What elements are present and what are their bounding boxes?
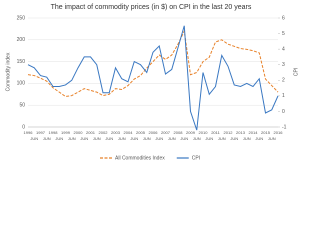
x-tick-label: 1999 xyxy=(61,130,71,135)
x-tick-label: 2006 xyxy=(149,130,159,135)
x-tick-label: JUN xyxy=(155,136,163,141)
x-tick-label: 2014 xyxy=(249,130,259,135)
x-tick-label: JUN xyxy=(218,136,226,141)
x-tick-label: 1996 xyxy=(24,130,34,135)
x-tick-label: 2007 xyxy=(161,130,171,135)
y-tick-label: 200 xyxy=(17,37,26,43)
x-tick-label: 2013 xyxy=(236,130,246,135)
x-tick-label: JUN xyxy=(268,136,276,141)
y2-axis-label: CPI xyxy=(293,68,299,76)
x-tick-label: 2012 xyxy=(224,130,234,135)
x-tick-label: JUN xyxy=(230,136,238,141)
x-tick-label: JUN xyxy=(255,136,263,141)
y2-tick-label: 1 xyxy=(282,93,285,99)
x-tick-label: JUN xyxy=(205,136,213,141)
x-tick-label: 2009 xyxy=(186,130,196,135)
x-tick-label: 2016 xyxy=(274,130,284,135)
x-tick-label: JUN xyxy=(30,136,38,141)
y-tick-label: 150 xyxy=(17,59,26,65)
x-tick-label: JUN xyxy=(143,136,151,141)
x-tick-label: 2011 xyxy=(211,130,220,135)
y-tick-label: 250 xyxy=(17,15,26,21)
y2-tick-label: 0 xyxy=(282,109,285,115)
y2-tick-label: 2 xyxy=(282,78,285,84)
y2-tick-label: 3 xyxy=(282,62,285,68)
legend-label: All Commodities Index xyxy=(115,155,165,161)
y2-tick-label: -1 xyxy=(282,124,287,130)
x-tick-label: 2010 xyxy=(199,130,209,135)
x-tick-label: JUN xyxy=(118,136,126,141)
chart: The impact of commodity prices (in $) on… xyxy=(5,4,299,161)
series-line xyxy=(27,29,279,98)
x-tick-label: JUN xyxy=(68,136,76,141)
x-tick-label: 2008 xyxy=(174,130,184,135)
y2-tick-label: 5 xyxy=(282,31,285,37)
x-tick-label: 2002 xyxy=(99,130,109,135)
chart-title: The impact of commodity prices (in $) on… xyxy=(51,4,252,11)
y2-tick-label: 4 xyxy=(282,46,285,52)
x-tick-label: 2004 xyxy=(124,130,134,135)
x-tick-label: 2003 xyxy=(111,130,121,135)
x-tick-label: JUN xyxy=(243,136,251,141)
x-tick-label: 1998 xyxy=(49,130,59,135)
x-tick-label: JUN xyxy=(193,136,201,141)
x-tick-label: JUN xyxy=(180,136,188,141)
y-tick-label: 100 xyxy=(17,81,26,87)
x-tick-label: JUN xyxy=(105,136,113,141)
x-tick-label: 2005 xyxy=(136,130,146,135)
y2-tick-label: 6 xyxy=(282,15,285,21)
x-tick-label: JUN xyxy=(80,136,88,141)
x-tick-label: 1997 xyxy=(36,130,46,135)
x-tick-label: JUN xyxy=(168,136,176,141)
series-line xyxy=(27,25,279,131)
x-tick-label: 2001 xyxy=(86,130,96,135)
y-tick-label: 0 xyxy=(22,124,25,130)
x-tick-label: JUN xyxy=(55,136,63,141)
y-tick-label: 50 xyxy=(19,103,25,109)
x-tick-label: 2000 xyxy=(74,130,84,135)
x-tick-label: JUN xyxy=(93,136,101,141)
x-tick-label: JUN xyxy=(130,136,138,141)
y-axis-label: Commodity index xyxy=(5,52,11,91)
x-tick-label: 2015 xyxy=(261,130,271,135)
x-tick-label: JUN xyxy=(43,136,51,141)
legend-label: CPI xyxy=(192,155,200,161)
